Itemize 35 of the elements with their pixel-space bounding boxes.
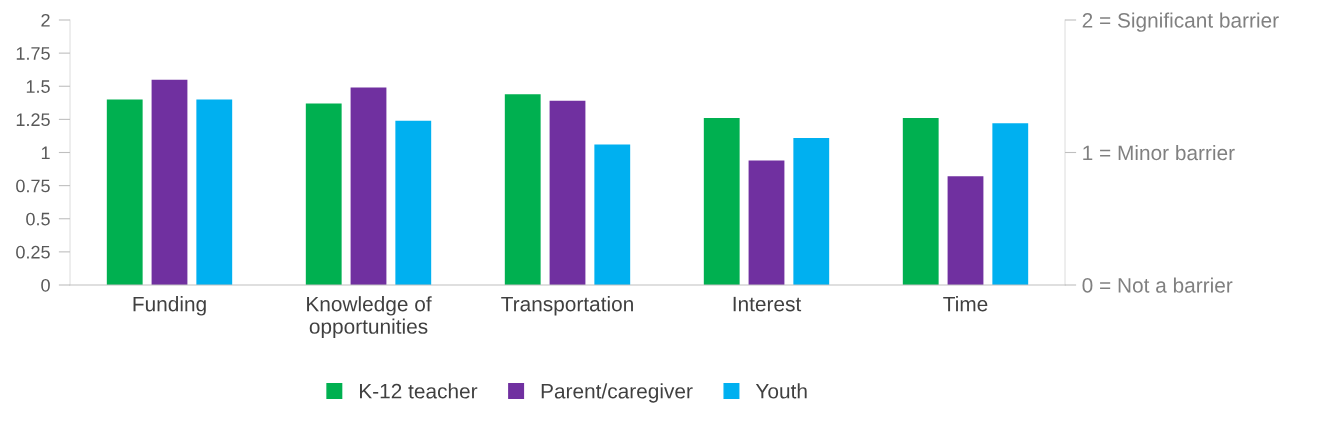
y-tick-label: 0.5 (26, 212, 50, 226)
bar (395, 120, 432, 285)
bar (594, 144, 631, 285)
bar (549, 100, 586, 285)
bar (902, 118, 939, 285)
bar (748, 160, 785, 285)
y-tick-label: 0 (41, 278, 50, 292)
bar (106, 99, 143, 285)
y-tick-label: 0.25 (16, 245, 50, 259)
y2-tick-label: 1 = Minor barrier (1083, 144, 1235, 161)
bar (350, 87, 387, 285)
bar (992, 123, 1029, 285)
legend-label: Parent/caregiver (541, 383, 693, 403)
y-tick-label: 1.75 (16, 47, 50, 60)
x-tick-label: Interest (733, 296, 802, 312)
x-tick-label: Knowledge of opportunities (307, 296, 432, 338)
bar (703, 118, 740, 285)
x-tick-label: Funding (133, 296, 206, 316)
bar (196, 99, 233, 285)
bar (947, 176, 984, 285)
y-tick-label: 1 (41, 146, 50, 160)
y2-tick-label: 2 = Significant barrier (1082, 12, 1279, 32)
y2-tick-label: 0 = Not a barrier (1082, 277, 1233, 293)
legend-label: K-12 teacher (360, 383, 478, 399)
y-tick-label: 2 (41, 13, 50, 27)
x-tick-label: Time (943, 296, 988, 312)
bar (793, 137, 830, 285)
y-tick-label: 1.25 (16, 113, 50, 127)
bar (151, 79, 188, 285)
y-tick-label: 0.75 (16, 179, 50, 193)
bar (305, 103, 342, 285)
y-tick-label: 1.5 (26, 80, 50, 93)
legend-label: Youth (755, 383, 807, 399)
x-tick-label: Transportation (501, 296, 633, 316)
bar (504, 94, 541, 285)
